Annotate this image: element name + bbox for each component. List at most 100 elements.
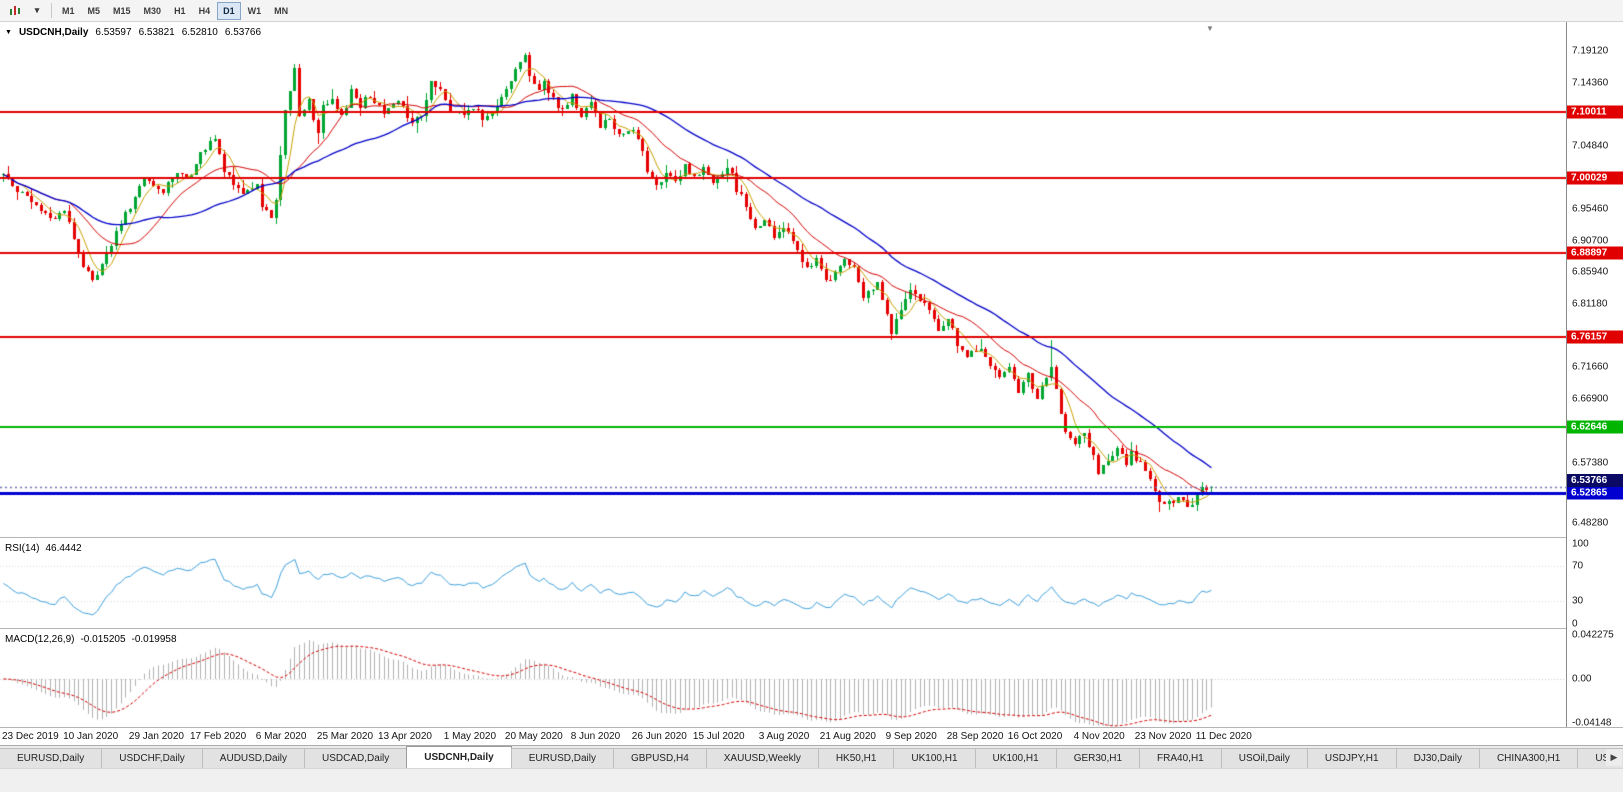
timeframe-mn-button[interactable]: MN	[268, 2, 294, 20]
timeframe-toolbar: ▾ M1 M5 M15 M30 H1 H4 D1 W1 MN	[0, 0, 1623, 22]
hline-price-label: 7.10011	[1567, 105, 1623, 119]
date-tick-label: 17 Feb 2020	[190, 731, 247, 742]
candlestick-chart-icon	[10, 5, 20, 15]
date-tick-label: 9 Sep 2020	[885, 731, 937, 742]
price-chart-canvas[interactable]	[0, 22, 1566, 537]
hline-price-label: 6.76157	[1567, 330, 1623, 344]
date-tick-label: 23 Nov 2020	[1134, 731, 1192, 742]
ohlc-low: 6.52810	[181, 27, 218, 38]
time-axis-line	[0, 727, 1623, 728]
timeframe-m5-button[interactable]: M5	[82, 2, 107, 20]
toolbar-separator	[51, 3, 52, 18]
date-tick-label: 4 Nov 2020	[1073, 731, 1125, 742]
date-tick-label: 29 Jan 2020	[128, 731, 184, 742]
price-tick-label: 6.95460	[1572, 203, 1609, 215]
rsi-panel-title: RSI(14) 46.4442	[5, 543, 82, 554]
chart-tab-xauusd-weekly[interactable]: XAUUSD,Weekly	[705, 748, 819, 768]
tab-scroll-right-icon[interactable]: ▶	[1606, 749, 1622, 766]
timeframe-d1-button[interactable]: D1	[217, 1, 241, 20]
rsi-scale-label: 30	[1572, 595, 1584, 607]
new-chart-icon[interactable]	[3, 2, 27, 20]
timeframe-w1-button[interactable]: W1	[242, 2, 268, 20]
chart-shift-marker[interactable]: ▼	[1206, 24, 1214, 33]
timeframe-m30-button[interactable]: M30	[138, 2, 168, 20]
status-bar	[0, 768, 1623, 792]
chart-tab-ger30-h1[interactable]: GER30,H1	[1055, 748, 1141, 768]
chart-window: ▼ USDCNH,Daily 6.53597 6.53821 6.52810 6…	[0, 22, 1623, 745]
date-tick-label: 23 Dec 2019	[2, 731, 59, 742]
macd-scale-label: -0.04148	[1572, 717, 1612, 729]
date-tick-label: 28 Sep 2020	[946, 731, 1004, 742]
chart-symbol: USDCNH,Daily	[18, 27, 89, 38]
timeframe-buttons-group: M1 M5 M15 M30 H1 H4 D1 W1 MN	[56, 1, 294, 20]
chart-tab-uk100-h1[interactable]: UK100,H1	[974, 748, 1057, 768]
chart-tab-eurusd-daily[interactable]: EURUSD,Daily	[510, 748, 614, 768]
macd-signal-value: -0.019958	[131, 634, 177, 645]
chart-tab-usdjpy-h1[interactable]: USDJPY,H1	[1306, 748, 1397, 768]
date-tick-label: 8 Jun 2020	[570, 731, 621, 742]
panel-splitter[interactable]	[0, 628, 1623, 629]
macd-indicator-canvas[interactable]	[0, 630, 1566, 727]
date-tick-label: 20 May 2020	[504, 731, 563, 742]
price-tick-label: 6.85940	[1572, 266, 1609, 278]
price-tick-label: 6.81180	[1572, 298, 1608, 310]
chart-tab-uk100-h1[interactable]: UK100,H1	[893, 748, 976, 768]
hline-price-label: 6.62646	[1567, 420, 1623, 434]
rsi-name: RSI(14)	[5, 543, 40, 554]
timeframe-m15-button[interactable]: M15	[107, 2, 137, 20]
current-price-label: 6.53766	[1567, 473, 1623, 487]
chart-tab-audusd-daily[interactable]: AUDUSD,Daily	[201, 748, 306, 768]
chart-title: ▼ USDCNH,Daily 6.53597 6.53821 6.52810 6…	[5, 27, 261, 38]
date-tick-label: 16 Oct 2020	[1007, 731, 1063, 742]
chart-tab-usdchf-daily[interactable]: USDCHF,Daily	[101, 748, 203, 768]
chart-tab-gbpusd-h4[interactable]: GBPUSD,H4	[612, 748, 707, 768]
hline-price-label: 7.00029	[1567, 171, 1623, 185]
date-tick-label: 1 May 2020	[443, 731, 497, 742]
chart-tab-eurusd-daily[interactable]: EURUSD,Daily	[0, 748, 103, 768]
rsi-scale-label: 70	[1572, 560, 1584, 572]
chart-tab-usdcnh-daily[interactable]: USDCNH,Daily	[406, 746, 512, 768]
chart-tab-hk50-h1[interactable]: HK50,H1	[817, 748, 895, 768]
time-axis[interactable]: 23 Dec 2019 10 Jan 2020 29 Jan 2020 17 Feb …	[0, 728, 1566, 745]
timeframe-h1-button[interactable]: H1	[168, 2, 192, 20]
date-tick-label: 26 Jun 2020	[631, 731, 687, 742]
rsi-scale-label: 100	[1572, 538, 1589, 550]
hline-price-label: 6.52865	[1567, 486, 1623, 500]
chart-tab-usdcad-daily[interactable]: USDCAD,Daily	[304, 748, 408, 768]
chart-tab-usoil-daily[interactable]: USOil,Daily	[1220, 748, 1308, 768]
date-tick-label: 15 Jul 2020	[692, 731, 745, 742]
timeframe-m1-button[interactable]: M1	[56, 2, 81, 20]
date-tick-label: 3 Aug 2020	[758, 731, 810, 742]
date-tick-label: 10 Jan 2020	[63, 731, 119, 742]
macd-scale-label: 0.042275	[1572, 629, 1614, 641]
macd-scale-label: 0.00	[1572, 673, 1592, 685]
macd-panel-title: MACD(12,26,9) -0.015205 -0.019958	[5, 634, 177, 645]
price-scale[interactable]: 7.191207.143607.096007.048407.000806.954…	[1566, 22, 1623, 729]
rsi-scale-label: 0	[1572, 618, 1578, 630]
chart-tab-dj30-daily[interactable]: DJ30,Daily	[1395, 748, 1480, 768]
date-tick-label: 6 Mar 2020	[255, 731, 307, 742]
price-tick-label: 6.90700	[1572, 235, 1609, 247]
macd-main-value: -0.015205	[80, 634, 126, 645]
hline-price-label: 6.88897	[1567, 246, 1623, 260]
chart-tab-china300-h1[interactable]: CHINA300,H1	[1478, 748, 1579, 768]
price-tick-label: 7.19120	[1572, 45, 1609, 57]
ohlc-open: 6.53597	[95, 27, 132, 38]
rsi-value: 46.4442	[45, 543, 82, 554]
timeframe-h4-button[interactable]: H4	[193, 2, 217, 20]
price-tick-label: 6.71660	[1572, 361, 1609, 373]
date-tick-label: 21 Aug 2020	[819, 731, 876, 742]
chart-tab-fra40-h1[interactable]: FRA40,H1	[1139, 748, 1222, 768]
panel-splitter[interactable]	[0, 537, 1623, 538]
price-tick-label: 6.66900	[1572, 393, 1609, 405]
macd-name: MACD(12,26,9)	[5, 634, 75, 645]
date-tick-label: 11 Dec 2020	[1195, 731, 1252, 742]
chart-tabs-bar: EURUSD,Daily USDCHF,Daily AUDUSD,Daily USDC…	[0, 745, 1623, 768]
ohlc-close: 6.53766	[224, 27, 262, 38]
rsi-indicator-canvas[interactable]	[0, 539, 1566, 628]
price-tick-label: 7.04840	[1572, 140, 1609, 152]
timeframe-dropdown-icon[interactable]: ▾	[27, 2, 47, 20]
price-tick-label: 7.14360	[1572, 77, 1609, 89]
price-tick-label: 6.57380	[1572, 457, 1609, 468]
